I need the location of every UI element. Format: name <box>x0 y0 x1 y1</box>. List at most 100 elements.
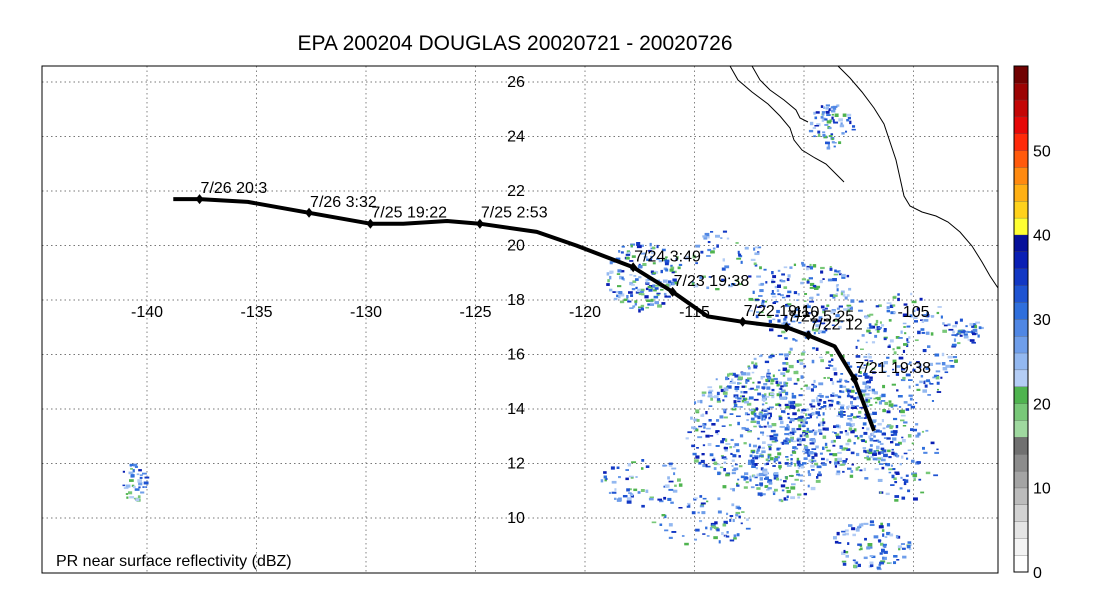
rain-pixel <box>785 362 789 366</box>
rain-pixel <box>888 319 892 322</box>
rain-pixel <box>617 294 621 299</box>
rain-pixel <box>775 380 779 384</box>
rain-pixel <box>129 496 135 499</box>
rain-pixel <box>130 474 135 478</box>
rain-pixel <box>754 463 758 466</box>
rain-pixel <box>639 244 644 247</box>
rain-pixel <box>671 282 675 286</box>
rain-pixel <box>626 488 630 492</box>
rain-pixel <box>782 397 787 400</box>
rain-pixel <box>757 446 761 449</box>
rain-pixel <box>751 361 754 365</box>
rain-pixel <box>957 330 962 333</box>
rain-pixel <box>731 378 734 382</box>
rain-pixel <box>898 356 904 360</box>
rain-pixel <box>785 382 789 385</box>
rain-pixel <box>759 289 764 293</box>
rain-pixel <box>874 425 877 428</box>
rain-pixel <box>854 435 858 438</box>
rain-pixel <box>840 320 844 323</box>
rain-pixel <box>797 443 802 446</box>
rain-pixel <box>773 477 779 480</box>
rain-pixel <box>861 439 866 443</box>
rain-pixel <box>753 425 757 428</box>
rain-pixel <box>752 451 755 454</box>
rain-pixel <box>812 284 817 289</box>
rain-pixel <box>846 304 852 307</box>
rain-pixel <box>876 449 879 452</box>
rain-pixel <box>768 479 773 482</box>
rain-pixel <box>808 129 814 133</box>
rain-pixel <box>767 376 772 380</box>
rain-pixel <box>664 259 670 263</box>
rain-pixel <box>800 411 803 414</box>
rain-pixel <box>847 542 850 545</box>
rain-pixel <box>736 257 742 260</box>
rain-pixel <box>844 532 849 536</box>
rain-pixel <box>797 496 801 499</box>
rain-pixel <box>737 374 741 377</box>
rain-pixel <box>738 455 741 458</box>
rain-pixel <box>635 476 638 478</box>
rain-pixel <box>774 439 779 442</box>
rain-pixel <box>761 409 764 412</box>
rain-pixel <box>919 297 923 301</box>
rain-pixel <box>835 314 840 318</box>
rain-pixel <box>856 526 861 529</box>
rain-pixel <box>710 397 714 401</box>
rain-pixel <box>627 299 630 302</box>
rain-pixel <box>138 486 141 489</box>
rain-pixel <box>809 403 812 406</box>
rain-pixel <box>128 471 134 475</box>
rain-pixel <box>959 334 963 337</box>
rain-pixel <box>762 394 767 399</box>
rain-pixel <box>708 389 714 393</box>
rain-pixel <box>842 533 846 536</box>
rain-pixel <box>784 433 790 436</box>
rain-pixel <box>885 492 890 496</box>
rain-pixel <box>910 292 913 296</box>
rain-pixel <box>838 141 842 145</box>
rain-pixel <box>612 291 617 293</box>
rain-pixel <box>850 299 855 303</box>
latitude-tick-label: 12 <box>507 456 525 473</box>
rain-pixel <box>738 255 743 258</box>
rain-pixel <box>886 562 891 564</box>
rain-pixel <box>618 250 621 253</box>
longitude-tick-label: -125 <box>459 304 491 321</box>
rain-pixel <box>892 430 898 434</box>
rain-pixel <box>767 455 770 459</box>
rain-pixel <box>710 231 714 233</box>
rain-pixel <box>706 255 711 257</box>
colorbar-frame <box>1013 65 1029 573</box>
rain-pixel <box>728 372 733 376</box>
rain-pixel <box>765 402 768 405</box>
rain-pixel <box>868 355 872 359</box>
rain-pixel <box>691 511 696 515</box>
rain-pixel <box>724 448 728 452</box>
rain-pixel <box>760 431 765 434</box>
rain-pixel <box>610 466 615 470</box>
rain-pixel <box>702 464 706 468</box>
rain-pixel <box>809 438 814 442</box>
rain-pixel <box>800 418 806 422</box>
rain-pixel <box>845 458 848 461</box>
rain-pixel <box>832 453 838 457</box>
rain-pixel <box>721 456 727 459</box>
rain-pixel <box>798 474 804 477</box>
rain-pixel <box>633 488 638 492</box>
rain-pixel <box>721 532 724 536</box>
rain-pixel <box>657 498 663 501</box>
rain-pixel <box>764 300 768 303</box>
rain-pixel <box>877 451 881 455</box>
rain-pixel <box>870 564 874 568</box>
colorbar-swatch <box>1013 335 1029 354</box>
rain-pixel <box>875 429 880 433</box>
track-marker <box>305 207 314 218</box>
rain-pixel <box>787 274 791 278</box>
rain-pixel <box>899 463 902 466</box>
rain-pixel <box>879 552 883 555</box>
rain-pixel <box>853 428 857 432</box>
colorbar-swatch <box>1013 403 1029 421</box>
